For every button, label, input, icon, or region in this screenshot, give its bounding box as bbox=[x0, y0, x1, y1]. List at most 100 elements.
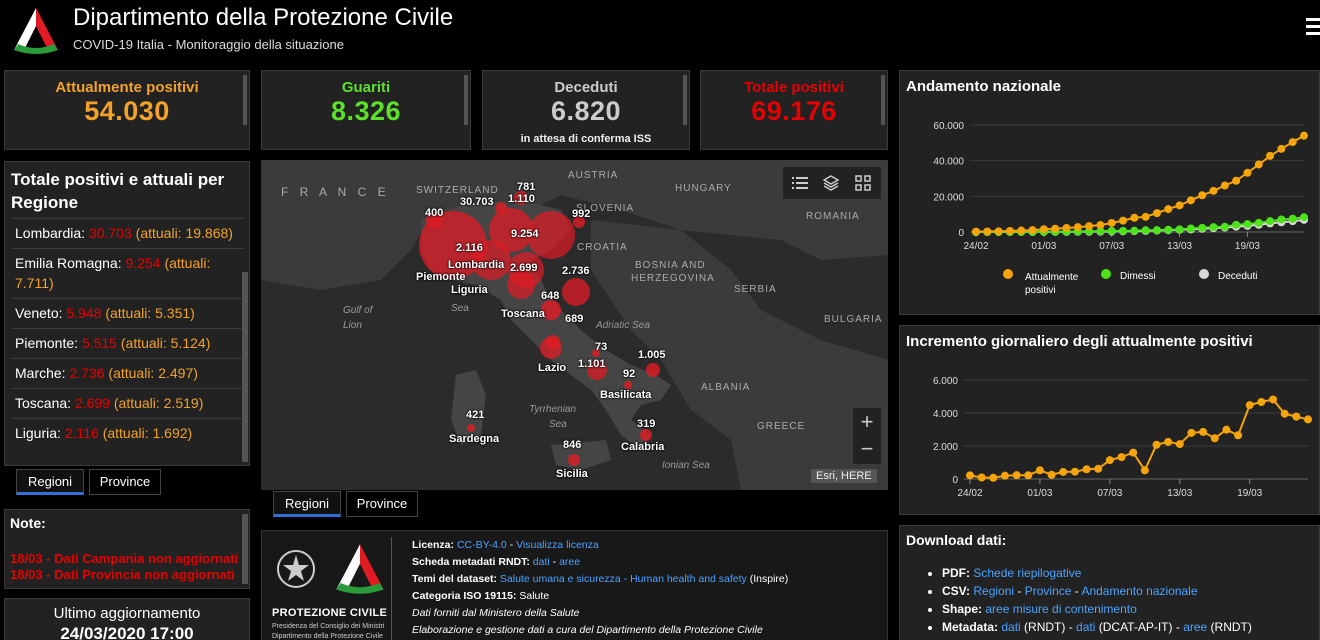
data-point bbox=[1082, 465, 1091, 474]
map-region-basilicata: Basilicata bbox=[600, 389, 652, 401]
zoom-in-button[interactable]: + bbox=[860, 409, 874, 434]
kpi-totale-positivi: Totale positivi 69.176 bbox=[700, 70, 888, 150]
x-tick-label: 07/03 bbox=[1099, 241, 1124, 252]
metadata-aree-link[interactable]: aree bbox=[1183, 620, 1208, 634]
shape-link[interactable]: aree misure di contenimento bbox=[985, 602, 1137, 616]
list-item[interactable]: Lombardia: 30.703 (attuali: 19.868) bbox=[11, 218, 245, 248]
metadata-dati-link[interactable]: dati bbox=[1001, 620, 1021, 634]
metadata-dcat-link[interactable]: dati bbox=[1076, 620, 1096, 634]
map-region-liguria: Liguria bbox=[451, 284, 488, 296]
legend-item[interactable]: Dimessi bbox=[1120, 271, 1156, 282]
scrollbar[interactable] bbox=[243, 75, 247, 125]
data-point bbox=[1209, 223, 1218, 232]
scrollbar[interactable] bbox=[683, 75, 687, 125]
list-icon[interactable] bbox=[792, 175, 808, 191]
data-point bbox=[1096, 221, 1105, 230]
data-point bbox=[1024, 471, 1033, 480]
tab-province[interactable]: Province bbox=[346, 491, 418, 517]
map-count: 781 bbox=[517, 181, 536, 193]
list-item[interactable]: Emilia Romagna: 9.254 (attuali: 7.711) bbox=[11, 248, 245, 298]
legend-item[interactable]: Deceduti bbox=[1218, 271, 1258, 282]
list-item[interactable]: Marche: 2.736 (attuali: 2.497) bbox=[11, 358, 245, 388]
x-tick-label: 19/03 bbox=[1237, 488, 1262, 499]
kpi-value: 54.030 bbox=[84, 96, 170, 126]
data-point bbox=[1288, 138, 1297, 147]
map[interactable]: F R A N C E SWITZERLAND AUSTRIA HUNGARY … bbox=[261, 160, 888, 490]
data-point bbox=[1005, 226, 1014, 235]
csv-regioni-link[interactable]: Regioni bbox=[973, 584, 1015, 598]
layers-icon[interactable] bbox=[823, 175, 839, 191]
map-count: 648 bbox=[541, 290, 560, 302]
map-basemap bbox=[261, 160, 888, 490]
data-point bbox=[1141, 226, 1150, 235]
legend-item[interactable]: Attualmente positivi bbox=[1025, 272, 1079, 296]
data-point bbox=[1035, 466, 1044, 475]
dataset-theme-link[interactable]: Salute umana e sicurezza - Human health … bbox=[499, 573, 747, 585]
scrollbar[interactable] bbox=[242, 272, 248, 462]
data-point bbox=[1304, 415, 1312, 424]
y-tick-label: 60.000 bbox=[933, 121, 964, 132]
emblem-icon bbox=[277, 550, 315, 588]
scrollbar[interactable] bbox=[464, 75, 468, 125]
pdf-link[interactable]: Schede riepilogative bbox=[973, 566, 1082, 580]
last-update-panel: Ultimo aggiornamento 24/03/2020 17:00 bbox=[4, 598, 250, 640]
data-point bbox=[1277, 144, 1286, 153]
kpi-label: Deceduti bbox=[554, 79, 618, 96]
map-region-lombardia: Lombardia bbox=[448, 259, 505, 271]
data-point bbox=[1107, 226, 1116, 235]
map-attribution: Esri, HERE bbox=[811, 469, 877, 483]
protezione-civile-logo bbox=[336, 544, 384, 594]
map-label-tyrrhenian-sea: Sea bbox=[549, 419, 567, 430]
map-toolbar bbox=[783, 167, 881, 199]
data-point bbox=[1164, 225, 1173, 234]
data-point bbox=[1017, 226, 1026, 235]
map-region-lazio: Lazio bbox=[538, 362, 567, 374]
protezione-civile-logo bbox=[14, 8, 58, 54]
data-point bbox=[1254, 160, 1263, 169]
data-point bbox=[1164, 437, 1173, 446]
scrollbar[interactable] bbox=[242, 514, 248, 584]
zoom-out-button[interactable]: − bbox=[860, 436, 874, 461]
license-view-link[interactable]: Visualizza licenza bbox=[516, 539, 599, 551]
y-tick-label: 2.000 bbox=[933, 442, 958, 453]
data-point bbox=[1141, 212, 1150, 221]
list-item[interactable]: Toscana: 2.699 (attuali: 2.519) bbox=[11, 388, 245, 418]
csv-andamento-link[interactable]: Andamento nazionale bbox=[1081, 584, 1198, 598]
data-point bbox=[1130, 226, 1139, 235]
region-list: Lombardia: 30.703 (attuali: 19.868) Emil… bbox=[11, 218, 245, 448]
map-label-bosnia: BOSNIA AND bbox=[635, 260, 706, 271]
map-region-sardegna: Sardegna bbox=[449, 433, 500, 445]
license-link[interactable]: CC-BY-4.0 bbox=[456, 539, 507, 551]
list-item: Shape: aree misure di contenimento bbox=[942, 600, 1319, 618]
regions-panel: Totale positivi e attuali per Regione Lo… bbox=[4, 161, 250, 466]
csv-province-link[interactable]: Province bbox=[1024, 584, 1072, 598]
data-point bbox=[1105, 456, 1114, 465]
list-item[interactable]: Piemonte: 5.515 (attuali: 5.124) bbox=[11, 328, 245, 358]
menu-icon[interactable] bbox=[1306, 18, 1320, 36]
list-item[interactable]: Veneto: 5.948 (attuali: 5.351) bbox=[11, 298, 245, 328]
data-point bbox=[1140, 466, 1149, 475]
tab-regioni[interactable]: Regioni bbox=[16, 469, 84, 495]
map-label-adriatic-sea: Adriatic Sea bbox=[596, 320, 650, 331]
map-label-bulgaria: BULGARIA bbox=[824, 314, 883, 325]
map-label-greece: GREECE bbox=[757, 421, 806, 432]
rndt-data-link[interactable]: dati bbox=[532, 556, 550, 568]
data-point bbox=[1028, 226, 1037, 235]
list-item[interactable]: Liguria: 2.116 (attuali: 1.692) bbox=[11, 418, 245, 448]
data-point bbox=[1039, 225, 1048, 234]
tab-province[interactable]: Province bbox=[89, 469, 161, 495]
data-point bbox=[1243, 220, 1252, 229]
data-point bbox=[1220, 181, 1229, 190]
qr-grid-icon[interactable] bbox=[855, 175, 871, 191]
chart-incremento-giornaliero: Incremento giornaliero degli attualmente… bbox=[899, 325, 1320, 515]
kpi-guariti: Guariti 8.326 bbox=[261, 70, 471, 150]
data-point bbox=[1186, 224, 1195, 233]
tab-regioni[interactable]: Regioni bbox=[273, 491, 341, 517]
map-label-gulf-of-lion: Gulf of bbox=[343, 305, 373, 316]
map-region-sicilia: Sicilia bbox=[556, 468, 588, 480]
data-point bbox=[972, 227, 980, 236]
map-label-albania: ALBANIA bbox=[701, 382, 751, 393]
rndt-areas-link[interactable]: aree bbox=[559, 556, 581, 568]
scrollbar[interactable] bbox=[881, 75, 885, 125]
data-point bbox=[1152, 209, 1161, 218]
